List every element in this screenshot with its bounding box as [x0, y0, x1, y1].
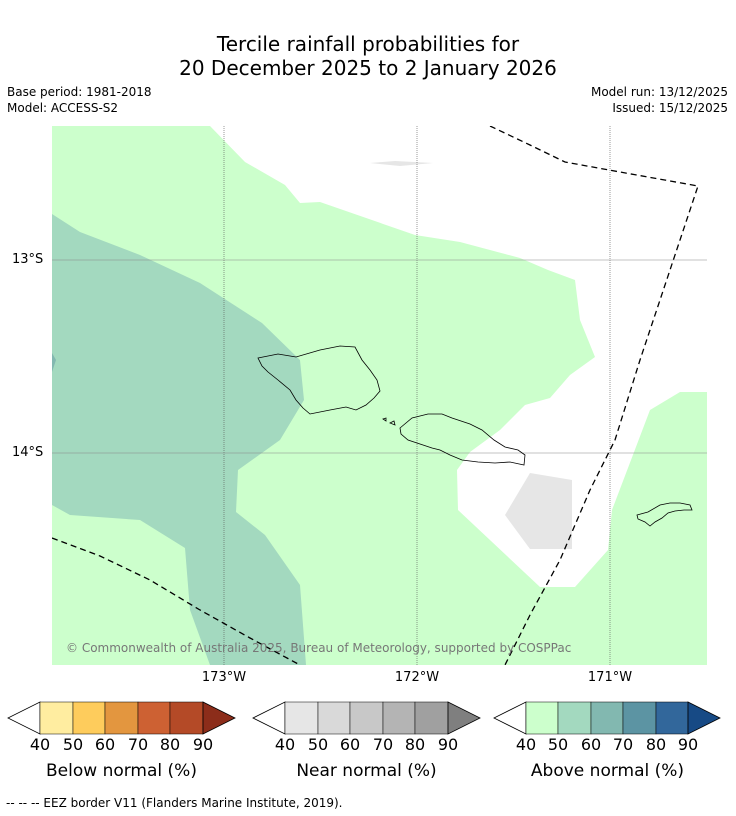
colorbar-title-above: Above normal (%) [530, 761, 685, 781]
lon-label-171w: 171°W [587, 670, 633, 685]
tick: 80 [404, 735, 426, 754]
tick: 50 [547, 735, 569, 754]
tick: 40 [274, 735, 296, 754]
tick: 80 [159, 735, 181, 754]
colorbar-above-normal [493, 701, 721, 735]
tick: 50 [307, 735, 329, 754]
colorbar-title-below: Below normal (%) [46, 761, 197, 781]
lon-label-172w: 172°W [394, 670, 440, 685]
region-above-normal-50-60 [52, 214, 306, 665]
copyright-notice: © Commonwealth of Australia 2025, Bureau… [66, 641, 572, 655]
tick: 90 [192, 735, 214, 754]
island-small [382, 417, 387, 422]
model-name: Model: ACCESS-S2 [7, 101, 119, 115]
region-near-normal-40-50 [505, 473, 572, 549]
region-near-normal-top [370, 161, 433, 166]
eez-border-south [52, 537, 301, 665]
lat-label-14s: 14°S [12, 445, 44, 460]
title-line-1: Tercile rainfall probabilities for [216, 32, 520, 56]
tick: 50 [62, 735, 84, 754]
tick: 40 [515, 735, 537, 754]
island-upolu [399, 413, 526, 466]
tick: 70 [612, 735, 634, 754]
eez-border-north [489, 126, 699, 665]
island-savaii [257, 345, 381, 415]
issued-date: Issued: 15/12/2025 [612, 101, 728, 115]
lat-label-13s: 13°S [12, 252, 44, 267]
tick: 90 [437, 735, 459, 754]
footer-legend: -- -- -- EEZ border V11 (Flanders Marine… [6, 796, 343, 810]
tick: 40 [29, 735, 51, 754]
colorbar-near-normal [252, 701, 481, 735]
tick: 70 [127, 735, 149, 754]
tick: 60 [339, 735, 361, 754]
base-period: Base period: 1981-2018 [7, 85, 152, 99]
colorbar-below-normal [7, 701, 236, 735]
region-above-normal-60-70 [52, 353, 56, 372]
model-run: Model run: 13/12/2025 [590, 85, 728, 99]
tick: 70 [372, 735, 394, 754]
lon-label-173w: 173°W [201, 670, 247, 685]
colorbar-title-near: Near normal (%) [296, 761, 437, 781]
tick: 90 [677, 735, 699, 754]
tick: 80 [645, 735, 667, 754]
title-line-2: 20 December 2025 to 2 January 2026 [179, 56, 557, 80]
island-tutuila [636, 502, 693, 527]
tick: 60 [94, 735, 116, 754]
tick: 60 [580, 735, 602, 754]
island-small-2 [389, 420, 396, 426]
